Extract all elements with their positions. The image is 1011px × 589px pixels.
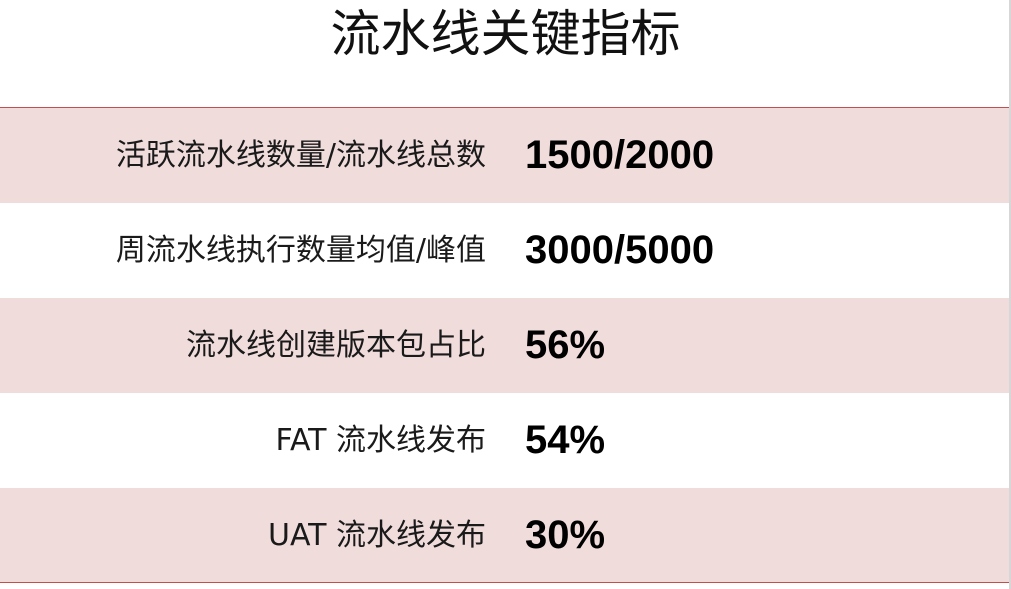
metric-label: 流水线创建版本包占比 bbox=[186, 328, 486, 363]
metric-value: 3000/5000 bbox=[525, 228, 715, 272]
table-row: FAT 流水线发布 54% bbox=[0, 393, 1011, 488]
slide-edge bbox=[1009, 0, 1011, 589]
metric-label: 周流水线执行数量均值/峰值 bbox=[115, 233, 486, 268]
table-row: 周流水线执行数量均值/峰值 3000/5000 bbox=[0, 203, 1011, 298]
table-row: 活跃流水线数量/流水线总数 1500/2000 bbox=[0, 108, 1011, 203]
metric-value: 54% bbox=[525, 418, 606, 462]
table-row: 流水线创建版本包占比 56% bbox=[0, 298, 1011, 393]
metric-label: UAT 流水线发布 bbox=[267, 518, 486, 553]
metric-value: 56% bbox=[525, 323, 606, 367]
metric-value: 30% bbox=[525, 513, 606, 557]
metrics-table: 活跃流水线数量/流水线总数 1500/2000 周流水线执行数量均值/峰值 30… bbox=[0, 107, 1011, 583]
page-title: 流水线关键指标 bbox=[330, 5, 681, 63]
metric-value: 1500/2000 bbox=[525, 133, 715, 177]
metric-label: FAT 流水线发布 bbox=[275, 423, 486, 458]
table-row: UAT 流水线发布 30% bbox=[0, 488, 1011, 583]
metric-label: 活跃流水线数量/流水线总数 bbox=[115, 138, 486, 173]
